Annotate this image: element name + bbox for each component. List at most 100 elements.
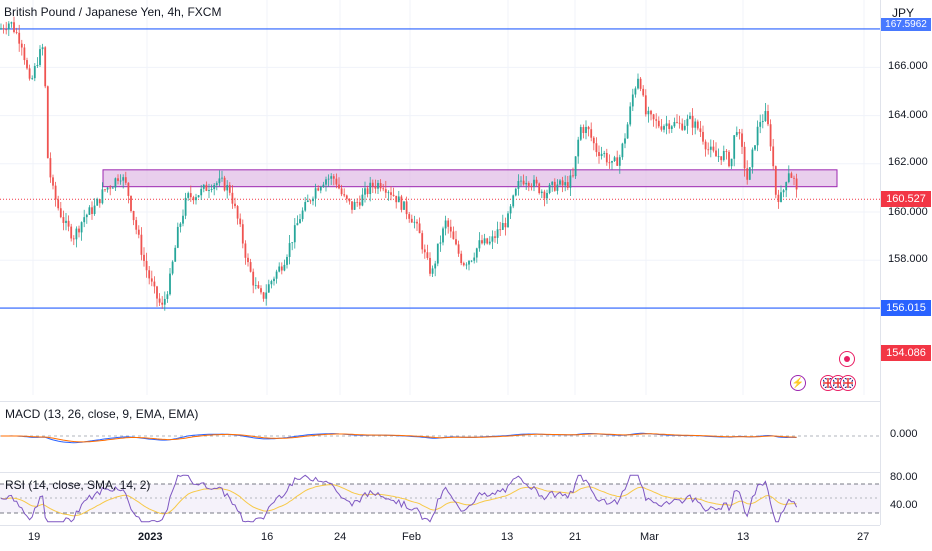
candle-body [195, 197, 197, 201]
candle-body [748, 167, 751, 180]
candle-body [754, 145, 756, 150]
lightning-icon[interactable]: ⚡ [790, 375, 806, 391]
candle-body [405, 201, 408, 215]
candle-body [611, 161, 613, 163]
candle-body [171, 261, 174, 274]
time-label: 21 [569, 531, 582, 543]
candle-body [273, 278, 275, 282]
candle-body [174, 247, 177, 262]
candle-body [83, 217, 86, 223]
price-scale[interactable] [880, 0, 932, 525]
candle-body [299, 219, 301, 224]
uk-flag-icon[interactable] [840, 375, 856, 391]
candle-body [696, 121, 699, 129]
candle-body [743, 146, 746, 169]
candle-body [689, 115, 691, 119]
price-grid [0, 0, 880, 395]
candle-body [330, 176, 333, 179]
candle-body [158, 298, 161, 303]
candle-body [442, 228, 444, 243]
candle-body [387, 192, 390, 194]
rsi-label[interactable]: RSI (14, close, SMA, 14, 2) [5, 478, 151, 492]
support-level-tag: 156.015 [881, 300, 931, 316]
candle-body [512, 195, 515, 207]
candle-body [169, 273, 171, 295]
price-chart[interactable] [0, 0, 880, 395]
candle-body [226, 185, 229, 191]
candle-body [127, 182, 130, 196]
candle-body [447, 220, 450, 227]
candle-body [374, 186, 377, 189]
candle-body [715, 150, 717, 157]
candle-body [759, 122, 762, 127]
candle-body [197, 195, 200, 198]
candle-body [785, 182, 788, 191]
candle-body [569, 175, 572, 188]
time-label: 19 [28, 531, 41, 543]
resistance-zone-layer [102, 169, 838, 188]
time-axis[interactable] [0, 525, 880, 551]
candle-body [709, 146, 712, 150]
candles-layer [0, 16, 798, 311]
candle-body [639, 78, 642, 89]
candle-body [353, 201, 356, 210]
candle-body [452, 231, 455, 240]
time-label: 2023 [138, 531, 163, 543]
candle-body [548, 184, 551, 194]
candle-body [462, 263, 465, 266]
candle-body [275, 271, 278, 279]
candle-body [150, 278, 153, 282]
candle-body [644, 95, 647, 115]
candle-body [561, 180, 564, 186]
macd-pane[interactable] [0, 401, 880, 470]
rsi-pane[interactable] [0, 472, 880, 523]
candle-body [613, 157, 616, 162]
candle-body [114, 178, 117, 188]
candle-body [488, 241, 491, 244]
time-label: 27 [857, 531, 870, 543]
candle-body [475, 248, 478, 258]
candle-body [384, 189, 387, 193]
candle-body [634, 88, 637, 95]
candle-body [660, 126, 663, 130]
candle-body [392, 194, 395, 196]
time-label: Mar [640, 531, 659, 543]
candle-body [478, 240, 481, 249]
candle-body [262, 292, 265, 299]
candle-body [49, 158, 52, 178]
candle-body [769, 124, 772, 147]
candle-body [371, 182, 374, 187]
candle-body [309, 200, 312, 202]
rsi-lower-value: 40.00 [890, 499, 918, 511]
target-icon[interactable] [839, 351, 855, 367]
candle-body [65, 220, 67, 223]
candle-body [2, 28, 5, 30]
candle-body [431, 268, 434, 274]
candle-body [122, 177, 125, 181]
candle-body [514, 188, 517, 196]
macd-label[interactable]: MACD (13, 26, close, 9, EMA, EMA) [5, 407, 199, 421]
candle-body [540, 191, 543, 194]
candle-body [582, 127, 585, 134]
candle-body [75, 228, 78, 240]
candle-body [603, 152, 606, 154]
candle-body [650, 110, 652, 115]
candle-body [390, 192, 392, 195]
symbol-title[interactable]: British Pound / Japanese Yen, 4h, FXCM [4, 5, 222, 19]
candle-body [200, 188, 203, 196]
candle-body [101, 189, 104, 204]
candle-body [361, 194, 364, 206]
candle-body [774, 166, 777, 195]
candle-body [278, 266, 281, 272]
candle-body [117, 178, 119, 181]
resistance-zone [102, 169, 838, 188]
candle-body [468, 260, 470, 265]
candle-body [70, 226, 73, 239]
candle-body [551, 181, 554, 185]
candle-body [717, 156, 720, 158]
candle-body [46, 86, 49, 159]
candle-body [210, 189, 213, 190]
candle-body [629, 106, 632, 125]
candle-body [192, 197, 195, 201]
candle-body [416, 221, 418, 224]
